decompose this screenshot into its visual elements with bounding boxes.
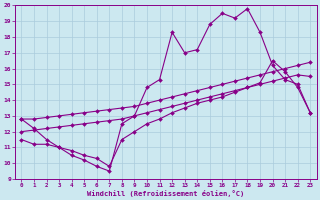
X-axis label: Windchill (Refroidissement éolien,°C): Windchill (Refroidissement éolien,°C) xyxy=(87,190,244,197)
